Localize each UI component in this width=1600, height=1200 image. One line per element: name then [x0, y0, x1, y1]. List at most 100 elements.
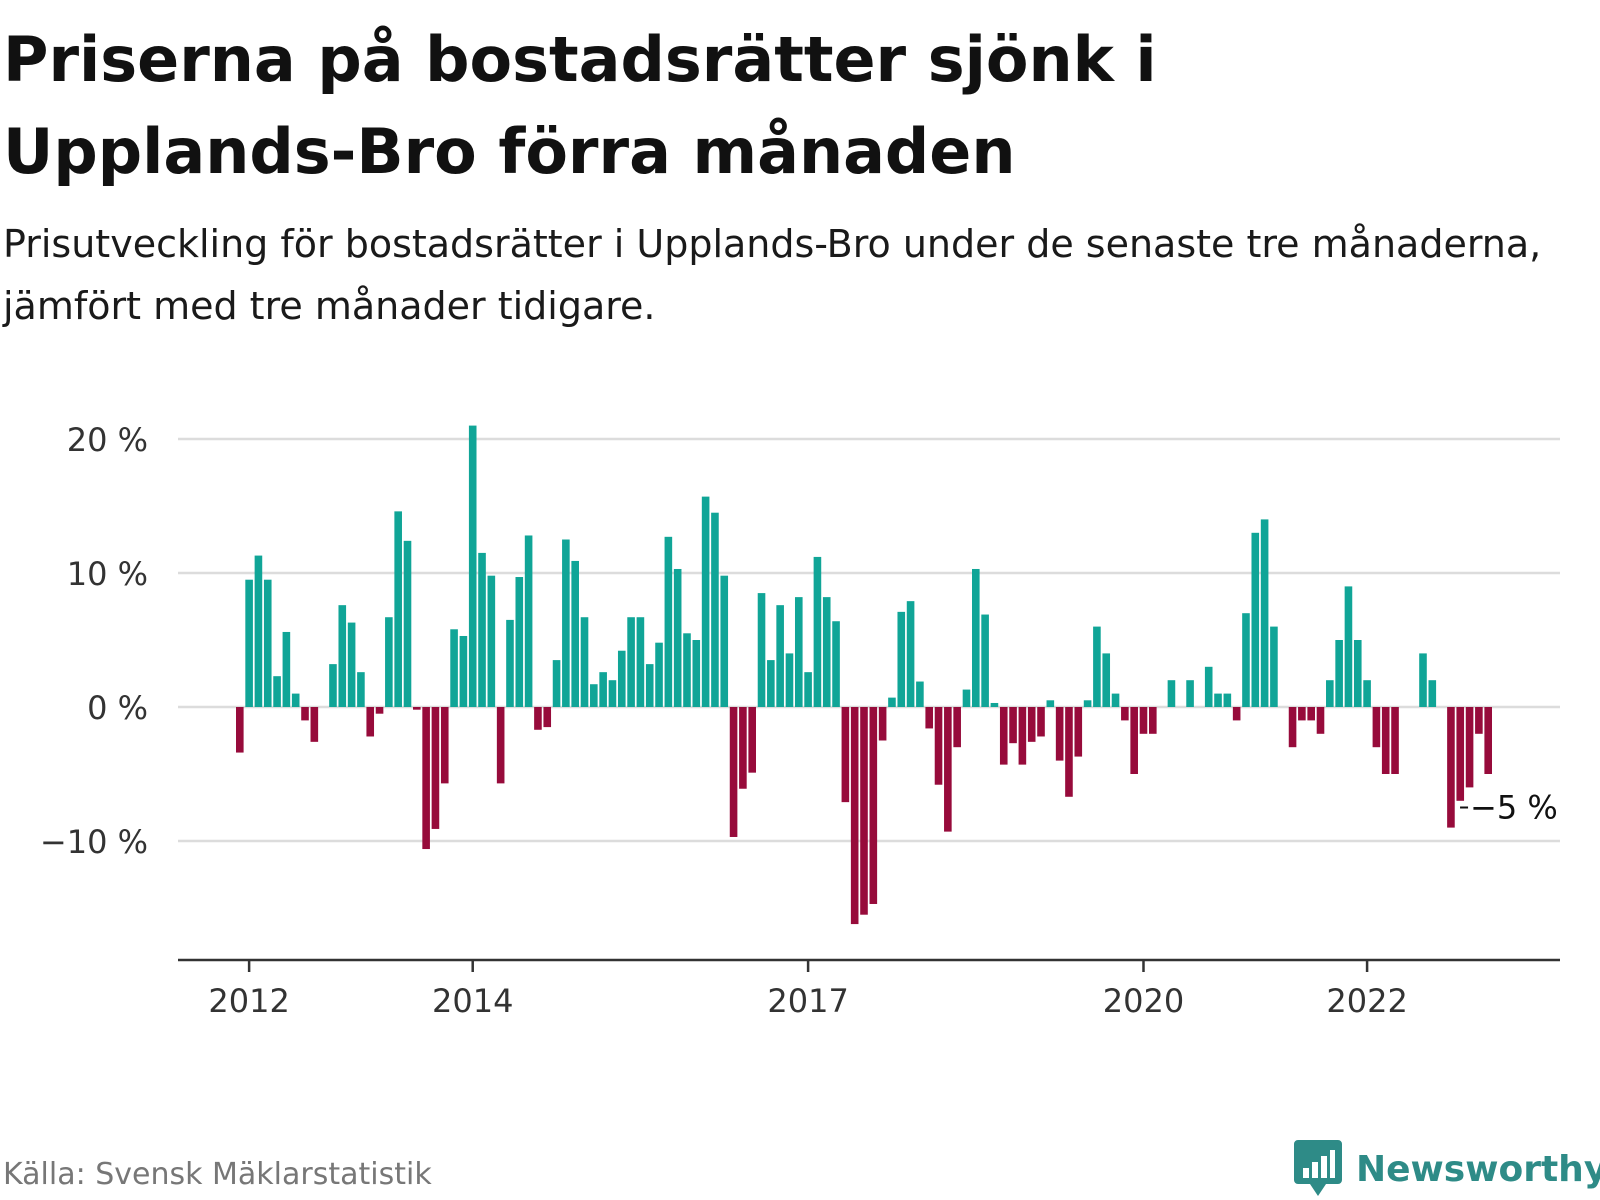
bar	[1046, 700, 1055, 707]
bar	[636, 617, 645, 707]
bar	[403, 540, 412, 707]
bar	[562, 539, 570, 707]
bar	[767, 660, 775, 707]
bar	[1391, 707, 1399, 774]
bar	[1167, 680, 1176, 707]
bar	[329, 664, 337, 707]
bar	[990, 702, 999, 707]
bar	[944, 707, 952, 832]
bar	[981, 614, 989, 707]
bar	[822, 597, 831, 707]
bar	[1093, 626, 1101, 707]
bar	[655, 642, 663, 707]
bar	[543, 707, 552, 728]
bar	[236, 707, 244, 753]
bar	[1260, 519, 1269, 707]
bar	[357, 672, 365, 707]
chart-subtitle: Prisutveckling för bostadsrätter i Uppla…	[3, 222, 1542, 328]
bar	[1111, 693, 1120, 707]
y-tick-label: 0 %	[87, 689, 148, 727]
bar	[1475, 707, 1483, 734]
bar	[683, 633, 691, 707]
bar	[1353, 640, 1362, 707]
bar	[291, 693, 300, 707]
bar	[888, 697, 896, 707]
bar	[310, 707, 319, 742]
bar	[617, 650, 626, 707]
brand-name: Newsworthy	[1356, 1148, 1600, 1190]
bar	[645, 664, 654, 707]
x-tick-label: 2020	[1103, 982, 1184, 1020]
bar	[869, 707, 878, 904]
bar	[347, 622, 356, 707]
bar	[273, 676, 281, 707]
bar	[794, 597, 803, 707]
bar	[1149, 707, 1157, 734]
bar	[627, 617, 635, 707]
bar	[1242, 613, 1250, 707]
x-tick-label: 2012	[208, 982, 289, 1020]
bar	[338, 605, 347, 707]
y-tick-label: 10 %	[67, 555, 148, 593]
bar	[1214, 693, 1222, 707]
bar	[413, 707, 421, 710]
bar	[282, 631, 291, 707]
bar	[776, 605, 784, 707]
bar	[1037, 707, 1045, 737]
bar	[729, 707, 738, 837]
bar	[748, 707, 756, 773]
bar	[459, 635, 468, 707]
bar	[1484, 707, 1492, 774]
bars	[236, 425, 1492, 925]
bar	[1419, 653, 1427, 707]
bar	[1186, 680, 1194, 707]
bar	[515, 577, 524, 707]
bar	[506, 619, 514, 707]
chart-title: Priserna på bostadsrätter sjönk i Upplan…	[3, 23, 1157, 188]
bar-chart: 20 % 10 % 0 % −10 % 2012 2014 2017 2020 2022 −5…	[40, 421, 1560, 1020]
bar	[953, 707, 961, 748]
bar	[1316, 707, 1325, 734]
bar	[785, 653, 794, 707]
y-tick-label: 20 %	[67, 421, 148, 459]
bar	[254, 555, 263, 707]
annotations: −5 %	[1460, 789, 1558, 827]
y-tick-label: −10 %	[40, 823, 148, 861]
bar	[1139, 707, 1148, 734]
bar	[878, 707, 887, 741]
bar	[1298, 707, 1306, 721]
bar	[972, 568, 980, 707]
bar	[394, 511, 402, 707]
bar	[366, 707, 375, 737]
x-axis: 2012 2014 2017 2020 2022	[178, 958, 1560, 1020]
bar	[1251, 532, 1260, 707]
y-axis-ticks: 20 % 10 % 0 % −10 %	[40, 421, 148, 861]
bar	[711, 512, 719, 707]
bar	[487, 575, 496, 707]
bar	[478, 552, 486, 707]
x-tick-label: 2022	[1326, 982, 1407, 1020]
bar	[1074, 707, 1083, 757]
bar	[804, 672, 812, 707]
bar	[1121, 707, 1129, 721]
bar	[962, 689, 971, 707]
bar	[580, 617, 589, 707]
bar	[590, 684, 598, 707]
bar	[673, 568, 682, 707]
bar	[301, 707, 309, 721]
bar	[832, 621, 840, 707]
bar	[841, 707, 850, 803]
chat-chart-icon	[1294, 1140, 1342, 1196]
bar	[813, 556, 822, 707]
bar	[757, 593, 766, 707]
bar	[934, 707, 943, 785]
bar	[599, 672, 607, 707]
bar	[552, 660, 561, 707]
bar	[1065, 707, 1073, 797]
x-tick-label: 2014	[432, 982, 513, 1020]
bar	[1055, 707, 1064, 761]
bar	[385, 617, 393, 707]
bar	[431, 707, 440, 829]
bar	[1083, 700, 1092, 707]
bar	[422, 707, 430, 850]
